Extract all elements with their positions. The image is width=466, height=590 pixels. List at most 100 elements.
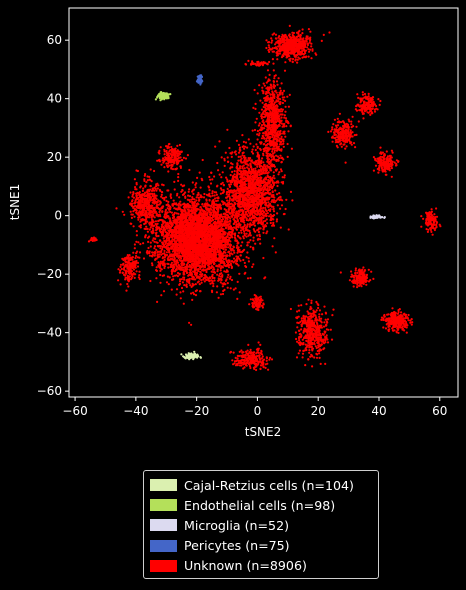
data-point (253, 177, 256, 181)
data-point (188, 217, 191, 220)
data-point (191, 212, 194, 215)
data-point (230, 198, 234, 201)
data-point (186, 257, 189, 260)
data-point (203, 241, 206, 244)
data-point (246, 251, 249, 254)
data-point (217, 210, 220, 213)
data-point (242, 235, 245, 238)
data-point (159, 273, 162, 277)
data-point (261, 172, 264, 175)
data-point (253, 175, 256, 178)
data-point (211, 201, 214, 204)
data-point (230, 266, 233, 270)
data-point (177, 212, 180, 215)
data-point (273, 196, 276, 199)
data-point (236, 164, 239, 167)
data-point (233, 170, 236, 173)
data-point (275, 220, 278, 223)
data-point (174, 244, 177, 247)
data-point (234, 237, 237, 240)
data-point (221, 275, 224, 278)
data-point (210, 240, 213, 243)
data-point (237, 246, 240, 249)
data-point (218, 247, 221, 250)
data-point (192, 220, 195, 223)
data-point (172, 264, 175, 267)
data-point (205, 270, 208, 274)
data-point (213, 279, 216, 282)
data-point (280, 181, 283, 184)
data-point (190, 277, 193, 280)
data-point (211, 253, 214, 256)
data-point (155, 269, 158, 272)
data-point (214, 242, 217, 245)
data-point (228, 220, 231, 223)
data-point (180, 220, 183, 223)
data-point (241, 134, 244, 137)
data-point (252, 210, 255, 213)
data-point (242, 140, 245, 143)
data-point (175, 212, 178, 215)
data-point (216, 285, 219, 288)
data-point (173, 250, 176, 254)
data-point (258, 194, 261, 197)
data-point (205, 278, 208, 281)
data-point (278, 192, 281, 195)
data-point (184, 195, 187, 198)
data-point (247, 138, 250, 141)
data-point (221, 292, 225, 296)
data-point (175, 237, 179, 240)
data-point (233, 189, 236, 192)
data-point (190, 210, 193, 213)
data-point (200, 228, 203, 231)
data-point (161, 242, 164, 245)
data-point (242, 164, 245, 167)
data-point (236, 234, 240, 237)
data-point (194, 263, 197, 266)
data-point (232, 179, 235, 182)
data-point (231, 166, 234, 169)
data-point (193, 201, 196, 204)
data-point (250, 219, 253, 222)
data-point (193, 236, 196, 239)
data-point (262, 161, 265, 164)
data-point (229, 174, 232, 177)
data-point (244, 227, 247, 230)
data-point (142, 242, 145, 245)
data-point (238, 248, 241, 252)
data-point (266, 222, 269, 225)
data-point (167, 233, 170, 237)
data-point (160, 225, 163, 229)
data-point (224, 254, 227, 257)
data-point (257, 169, 260, 172)
data-point (194, 265, 197, 268)
data-point (237, 143, 241, 146)
data-point (166, 262, 169, 265)
data-point (211, 190, 214, 193)
data-point (250, 159, 253, 162)
data-point (211, 281, 214, 284)
data-point (246, 244, 249, 247)
data-point (271, 245, 274, 248)
data-point (177, 256, 180, 260)
data-point (213, 207, 216, 210)
data-point (256, 165, 259, 168)
data-point (271, 185, 274, 188)
data-point (194, 217, 197, 220)
data-point (209, 282, 212, 285)
data-point (241, 216, 244, 219)
data-point (188, 213, 192, 216)
data-point (173, 239, 176, 242)
data-point (244, 141, 248, 144)
data-point (165, 238, 168, 241)
data-point (240, 205, 243, 208)
data-point (191, 189, 194, 192)
data-point (162, 231, 165, 234)
data-point (167, 266, 170, 269)
data-point (237, 264, 240, 267)
data-point (142, 257, 146, 260)
data-point (164, 212, 167, 215)
data-point (170, 254, 173, 257)
data-point (172, 231, 175, 234)
data-point (236, 172, 239, 175)
